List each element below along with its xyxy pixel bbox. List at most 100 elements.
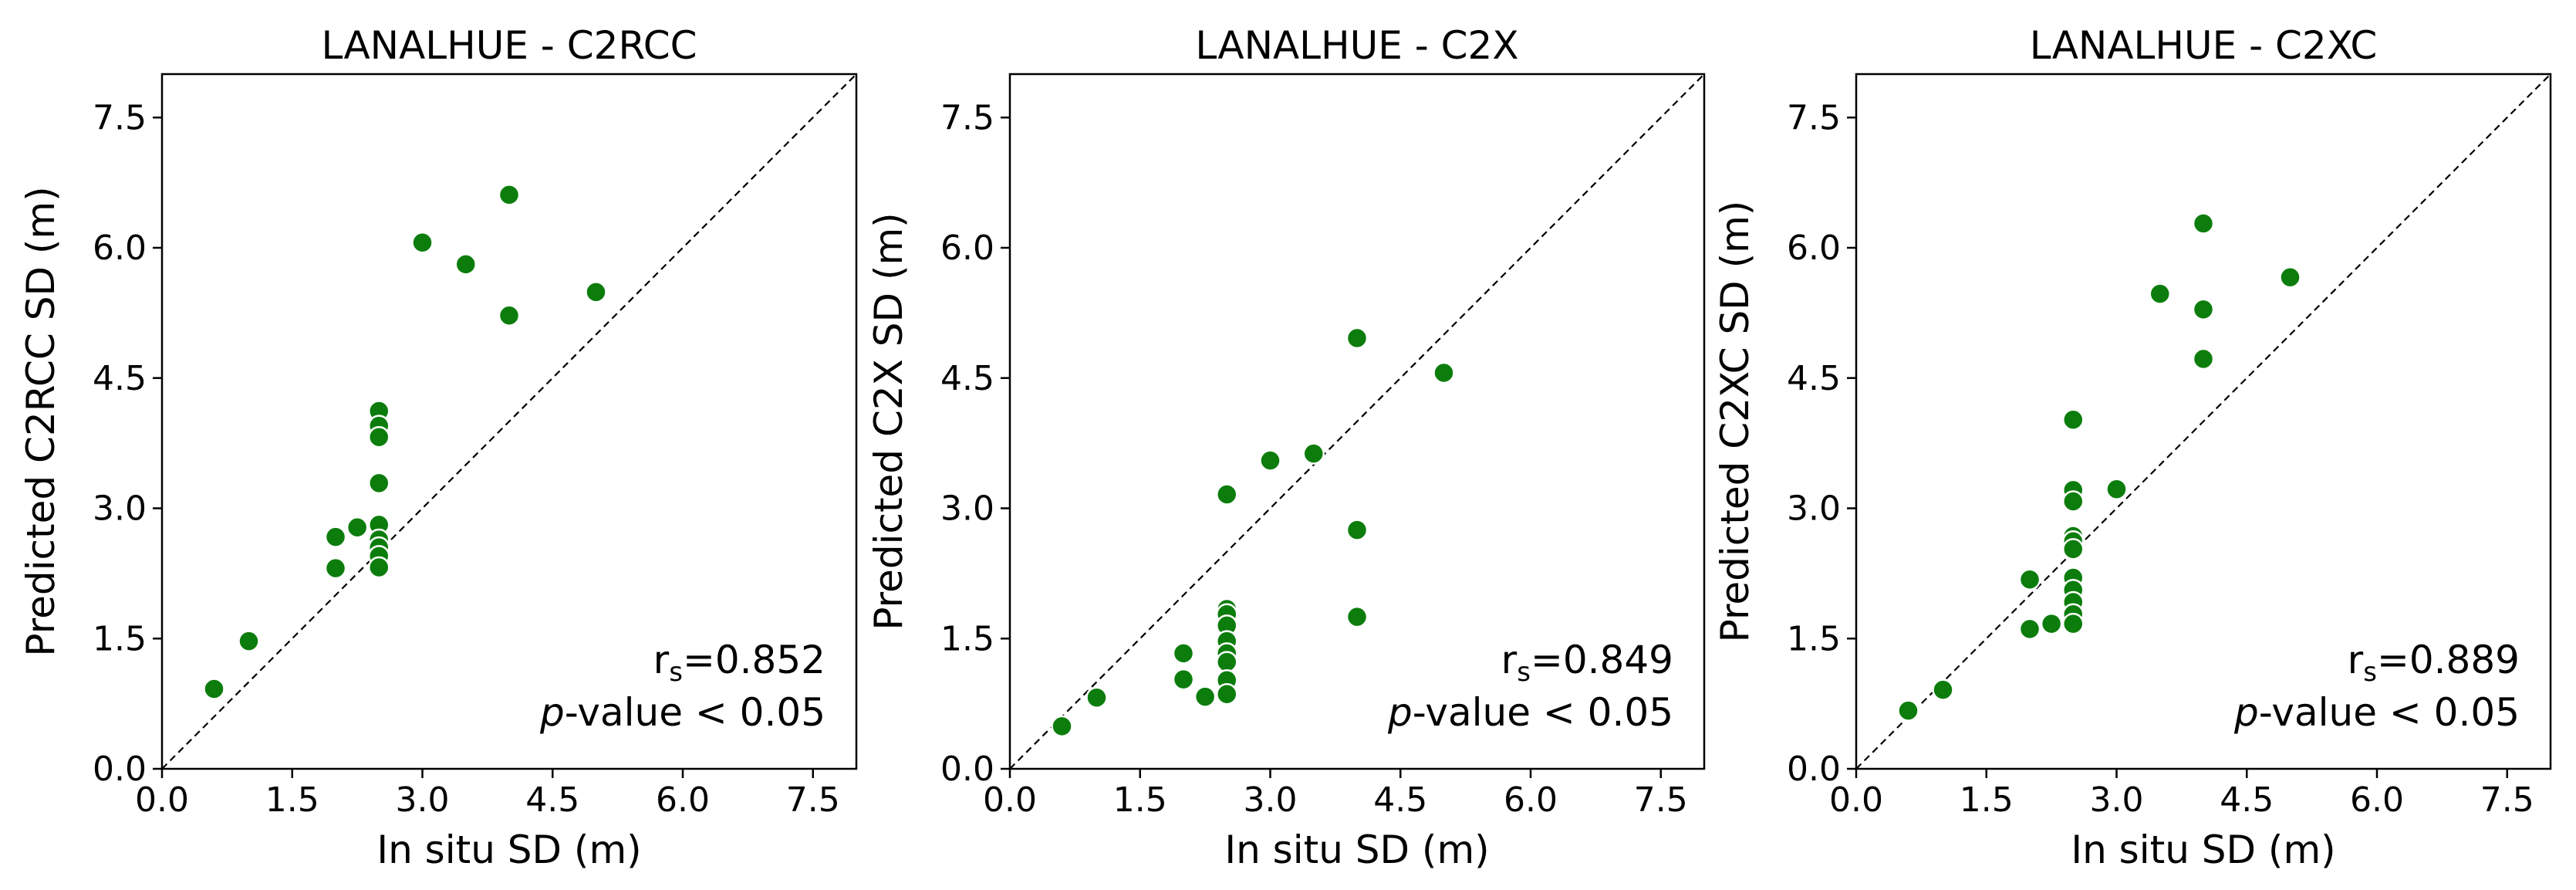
data-point (1172, 642, 1195, 665)
y-tick-label: 1.5 (1787, 619, 1841, 658)
data-point (585, 281, 607, 303)
y-tick-label: 7.5 (1787, 98, 1841, 137)
data-point (324, 557, 347, 580)
data-point (2062, 408, 2085, 431)
y-tick-label: 6.0 (1787, 228, 1841, 268)
x-tick-label: 6.0 (2350, 780, 2404, 820)
spearman-r-annotation: rs=0.852 (653, 638, 825, 688)
y-axis-label: Predicted C2RCC SD (m) (19, 186, 63, 656)
spearman-r-symbol: r (1501, 638, 1518, 682)
spearman-r-symbol: r (653, 638, 670, 682)
data-point (1259, 449, 1281, 472)
data-point (2192, 298, 2215, 321)
data-point (1897, 699, 1919, 722)
data-point (1302, 442, 1325, 465)
data-point (2062, 612, 2085, 635)
x-tick-label: 4.5 (1373, 780, 1427, 820)
data-point (1216, 651, 1238, 673)
data-point (1216, 683, 1238, 706)
y-tick-label: 6.0 (940, 228, 994, 268)
x-tick-label: 7.5 (2480, 780, 2534, 820)
data-point (1345, 605, 1369, 628)
x-axis-label: In situ SD (m) (1224, 827, 1489, 872)
x-tick-label: 1.5 (1113, 780, 1167, 820)
chart-panel-1: LANALHUE - C2RCC 0.00.0 1.5 1.5 3.0 3.0 4.5 4.5… (19, 23, 858, 872)
data-point (2192, 347, 2215, 371)
data-point (1172, 668, 1195, 691)
p-value-italic-p: p (539, 690, 565, 735)
data-point (2149, 283, 2171, 305)
spearman-r-annotation: rs=0.889 (2348, 638, 2520, 688)
data-point (368, 472, 390, 495)
data-point (324, 526, 347, 548)
x-tick-label: 4.5 (525, 780, 579, 820)
data-point (2105, 478, 2128, 500)
x-tick-label: 3.0 (2090, 780, 2144, 820)
spearman-r-subscript: s (1517, 657, 1531, 688)
x-tick-label: 1.5 (1960, 780, 2014, 820)
p-value-text: -value < 0.05 (1413, 690, 1673, 735)
axes-frame (1855, 73, 2552, 770)
y-tick-label: 0.0 (940, 750, 994, 789)
x-tick-label: 0.0 (1829, 780, 1883, 820)
data-point (2279, 266, 2301, 289)
p-value-annotation: p-value < 0.05 (2233, 690, 2520, 735)
y-tick-label: 3.0 (940, 489, 994, 529)
spearman-r-subscript: s (2363, 657, 2377, 688)
data-point (498, 304, 521, 327)
data-point (203, 678, 225, 700)
x-tick-label: 0.0 (983, 780, 1037, 820)
data-point (1345, 519, 1369, 541)
x-tick-label: 3.0 (1244, 780, 1298, 820)
spearman-r-value: =0.849 (1531, 638, 1673, 682)
data-point (368, 426, 390, 448)
chart-title: LANALHUE - C2X (1195, 23, 1518, 68)
data-point (1085, 686, 1108, 709)
one-to-one-line (1855, 73, 2551, 770)
chart-panel-2: LANALHUE - C2X 0.00.0 1.5 1.5 3.0 3.0 4.5 4.5 6.… (866, 23, 1706, 872)
data-point (1345, 327, 1369, 350)
data-point (1433, 361, 1455, 384)
y-tick-label: 0.0 (93, 750, 147, 789)
spearman-r-subscript: s (669, 657, 683, 688)
x-tick-label: 3.0 (396, 780, 450, 820)
spearman-r-annotation: rs=0.849 (1501, 638, 1673, 688)
one-to-one-line (1009, 73, 1705, 770)
spearman-r-symbol: r (2348, 638, 2364, 682)
data-point (346, 516, 369, 539)
y-tick-label: 7.5 (93, 98, 147, 137)
chart-panel-3: LANALHUE - C2XC 0.00.0 1.5 1.5 3.0 3.0 4.5 4.5 6… (1713, 23, 2552, 872)
y-tick-label: 4.5 (1787, 359, 1841, 398)
y-axis-label: Predicted C2XC SD (m) (1713, 201, 1757, 643)
data-point (368, 556, 390, 579)
x-tick-label: 1.5 (265, 780, 319, 820)
p-value-text: -value < 0.05 (2259, 690, 2520, 735)
chart-title: LANALHUE - C2RCC (321, 23, 697, 68)
p-value-italic-p: p (2233, 690, 2259, 735)
data-point (2192, 212, 2215, 235)
data-point (411, 232, 434, 254)
axes-frame (1008, 73, 1706, 770)
y-tick-label: 3.0 (1787, 489, 1841, 529)
p-value-text: -value < 0.05 (565, 690, 825, 735)
data-point (2018, 568, 2041, 591)
p-value-annotation: p-value < 0.05 (1387, 690, 1673, 735)
x-tick-label: 6.0 (656, 780, 710, 820)
data-point (454, 253, 477, 276)
x-tick-label: 7.5 (1634, 780, 1688, 820)
x-tick-label: 0.0 (135, 780, 189, 820)
x-axis-label: In situ SD (m) (376, 827, 641, 872)
x-tick-label: 4.5 (2220, 780, 2274, 820)
y-tick-label: 6.0 (93, 228, 147, 268)
chart-title: LANALHUE - C2XC (2030, 23, 2378, 68)
y-tick-label: 4.5 (940, 359, 994, 398)
data-point (1193, 685, 1217, 708)
x-tick-label: 7.5 (786, 780, 840, 820)
spearman-r-value: =0.889 (2377, 638, 2520, 682)
x-axis-label: In situ SD (m) (2071, 827, 2335, 872)
data-point (2062, 538, 2085, 560)
y-axis-label: Predicted C2X SD (m) (866, 212, 911, 630)
y-tick-label: 0.0 (1787, 750, 1841, 789)
y-tick-label: 4.5 (93, 359, 147, 398)
